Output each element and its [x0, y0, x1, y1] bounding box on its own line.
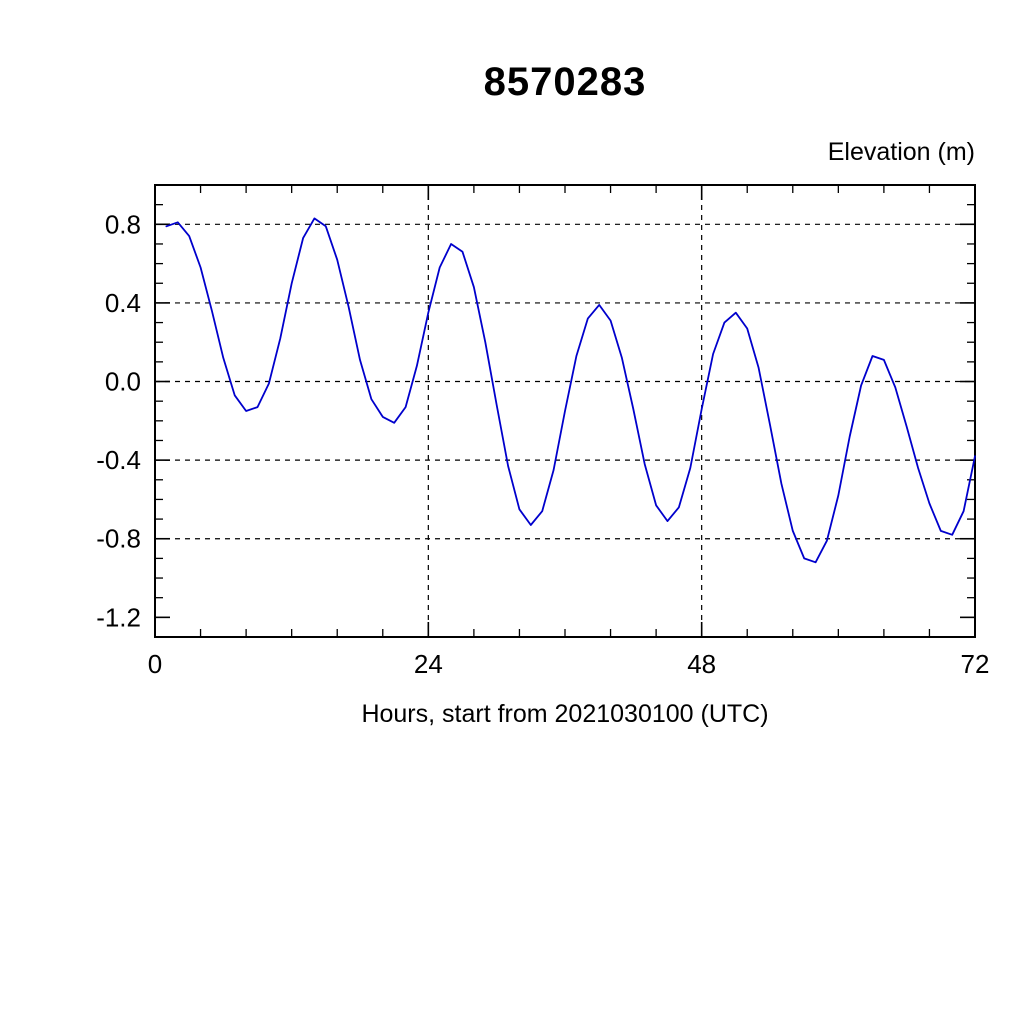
- x-tick-label: 24: [414, 649, 443, 679]
- x-tick-label: 72: [961, 649, 990, 679]
- y-tick-label: -0.8: [96, 524, 141, 554]
- elevation-line: [165, 217, 976, 564]
- y-tick-label: -0.4: [96, 445, 141, 475]
- y-tick-label: 0.0: [105, 367, 141, 397]
- chart-title: 8570283: [483, 60, 647, 104]
- y-tick-label: -1.2: [96, 602, 141, 632]
- x-axis-label: Hours, start from 2021030100 (UTC): [361, 700, 769, 728]
- x-tick-label: 0: [148, 649, 162, 679]
- y-tick-label: 0.4: [105, 288, 141, 318]
- y-axis-unit-label: Elevation (m): [827, 138, 975, 166]
- plot-area: 0 24 48 72 0.8 0.4 0.0 -0.4 -0.8 -1.2: [96, 184, 990, 679]
- plot-frame: [154, 184, 976, 638]
- y-tick-label: 0.8: [105, 209, 141, 239]
- x-tick-label: 48: [687, 649, 716, 679]
